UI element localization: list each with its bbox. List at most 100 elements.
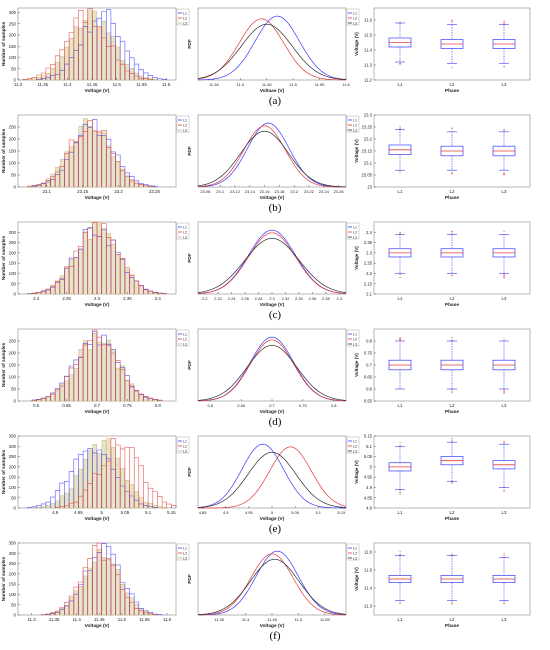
bar-L3	[125, 593, 129, 615]
y-axis-label: Voltage (V)	[354, 32, 359, 56]
x-tick-label: L1	[398, 617, 403, 622]
x-tick-label: 0.6	[33, 403, 40, 408]
y-tick-label: 350	[9, 541, 17, 546]
bar-L3	[134, 604, 138, 615]
y-tick-label: 0	[14, 613, 17, 618]
y-tick-label: 200	[9, 250, 17, 255]
bar-L3	[158, 506, 162, 508]
bar-L3	[139, 185, 143, 187]
legend-label-L2: L2	[183, 338, 187, 342]
bar-L3	[88, 239, 92, 294]
y-tick-label: 2.35	[364, 240, 373, 245]
x-tick-label: 0.7	[269, 403, 275, 408]
x-tick-label: 5.1	[315, 510, 321, 515]
x-tick-label: 11.55	[320, 617, 330, 622]
x-tick-label: 11.3	[27, 617, 36, 622]
y-tick-label: 11.5	[364, 568, 373, 573]
legend-label-L1: L1	[353, 12, 357, 16]
x-axis-label: Voltage (V)	[85, 88, 110, 94]
bar-L3	[93, 562, 97, 615]
bar-L3	[102, 21, 106, 80]
bar-L3	[51, 504, 55, 508]
y-tick-label: 5.15	[364, 434, 373, 439]
x-tick-label: 4.9	[52, 510, 59, 515]
x-axis-label: Phase	[445, 195, 459, 201]
x-tick-label: 11.4	[242, 617, 250, 622]
legend-label-L1: L1	[353, 226, 357, 230]
x-tick-label: 2.35	[123, 296, 132, 301]
x-tick-label: 23.14	[245, 189, 256, 194]
y-tick-label: 23.15	[362, 149, 373, 154]
x-axis-label: Phase	[445, 516, 459, 522]
bar-L3	[83, 576, 87, 615]
legend-label-L2: L2	[183, 445, 187, 449]
y-tick-label: 4.85	[364, 495, 373, 500]
bar-L3	[102, 343, 106, 401]
y-axis-label: PDF	[187, 146, 193, 156]
bar-L3	[97, 132, 101, 187]
bar-L3	[97, 549, 101, 615]
legend-label-L1: L1	[183, 440, 187, 444]
bar-L3	[93, 333, 97, 401]
y-tick-label: 200	[9, 464, 17, 469]
x-tick-label: 11.5	[289, 82, 297, 87]
bar-L3	[93, 444, 97, 508]
x-tick-label: 23.16	[260, 189, 271, 194]
x-tick-label: 2.34	[295, 296, 304, 301]
y-tick-label: 100	[9, 271, 17, 276]
y-tick-label: 2.15	[364, 281, 373, 286]
y-axis-label: PDF	[187, 360, 193, 370]
y-tick-label: 0.55	[364, 399, 373, 404]
y-tick-label: 5	[370, 464, 373, 469]
y-axis-label: Number of samples	[1, 556, 7, 601]
x-tick-label: 11.55	[139, 617, 150, 622]
bar-L3	[83, 459, 87, 508]
bar-L3	[60, 57, 64, 80]
legend-label-L3: L3	[183, 450, 187, 454]
bar-L3	[69, 489, 73, 508]
bar-L3	[107, 340, 111, 401]
bar-L3	[55, 391, 59, 401]
legend-label-L2: L2	[353, 17, 357, 21]
bar-L3	[69, 38, 73, 80]
y-tick-label: 11.6	[364, 550, 373, 555]
bar-L3	[37, 77, 41, 80]
x-axis-label: Voltage (V)	[260, 302, 285, 308]
box-frame	[374, 436, 530, 508]
bar-L3	[83, 341, 87, 401]
panel-caption: (c)	[269, 309, 282, 321]
y-tick-label: 0.8	[366, 339, 372, 344]
x-tick-label: 2.3	[269, 296, 275, 301]
x-tick-label: 11.4	[73, 617, 82, 622]
x-axis-label: Voltage (V)	[260, 195, 285, 201]
bar-L3	[125, 270, 129, 294]
pdf-frame	[198, 115, 346, 187]
y-tick-label: 250	[9, 561, 17, 566]
bar-L3	[65, 47, 69, 80]
bar-L3	[88, 350, 92, 401]
bar-L3	[42, 507, 46, 508]
legend-label-L3: L3	[183, 129, 187, 133]
bar-L3	[107, 559, 111, 615]
x-tick-label: 23.1	[42, 189, 51, 194]
y-tick-label: 300	[9, 551, 17, 556]
x-tick-label: 11.5	[118, 617, 127, 622]
x-tick-label: 23.08	[200, 189, 211, 194]
x-tick-label: 5	[271, 510, 274, 515]
x-tick-label: 5.05	[291, 510, 300, 515]
x-tick-label: 0.65	[237, 403, 246, 408]
bar-L3	[60, 496, 64, 508]
x-axis-label: Voltaae (V)	[260, 88, 285, 94]
x-tick-label: 23.25	[149, 189, 161, 194]
y-tick-label: 2.2	[366, 271, 372, 276]
bar-L3	[51, 68, 55, 80]
bar-L3	[148, 291, 152, 294]
x-tick-label: 0.75	[123, 403, 132, 408]
bar-L3	[60, 384, 64, 401]
legend-label-L1: L1	[353, 440, 357, 444]
x-tick-label: 2.22	[214, 296, 223, 301]
legend-label-L3: L3	[353, 557, 357, 561]
x-axis-label: Voltage (V)	[85, 302, 110, 308]
